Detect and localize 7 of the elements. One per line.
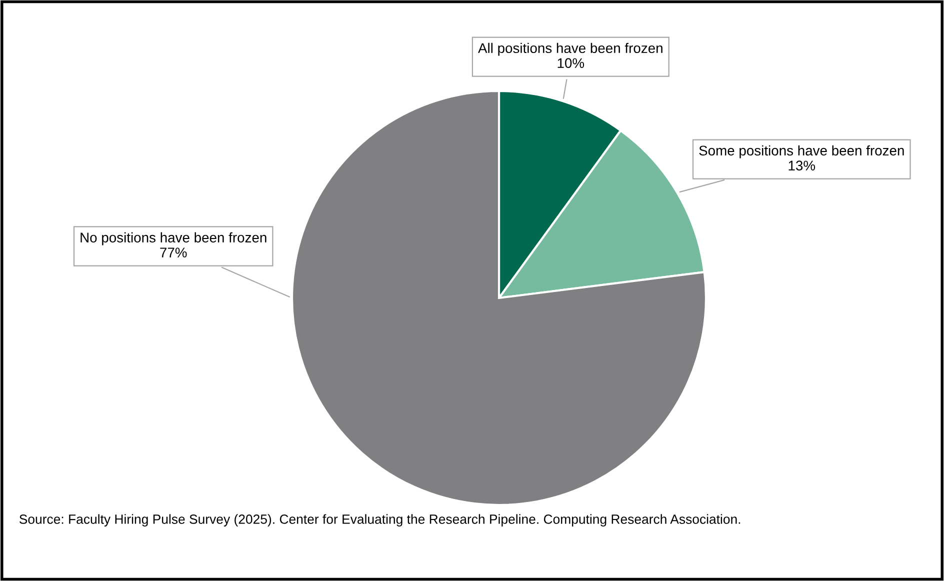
data-label: 13% [788, 160, 816, 170]
data-label: 77% [160, 248, 187, 258]
slice-label: All positions have been frozen [478, 42, 662, 56]
data-label: 10% [558, 58, 584, 68]
slice-label: No positions have been frozen [80, 232, 266, 246]
source-note: Source: Faculty Hiring Pulse Survey (2025). Center for Evaluating the Research Pipeline. Computing Research Association. [19, 514, 740, 526]
slice-label: Some positions have been frozen [699, 145, 904, 158]
